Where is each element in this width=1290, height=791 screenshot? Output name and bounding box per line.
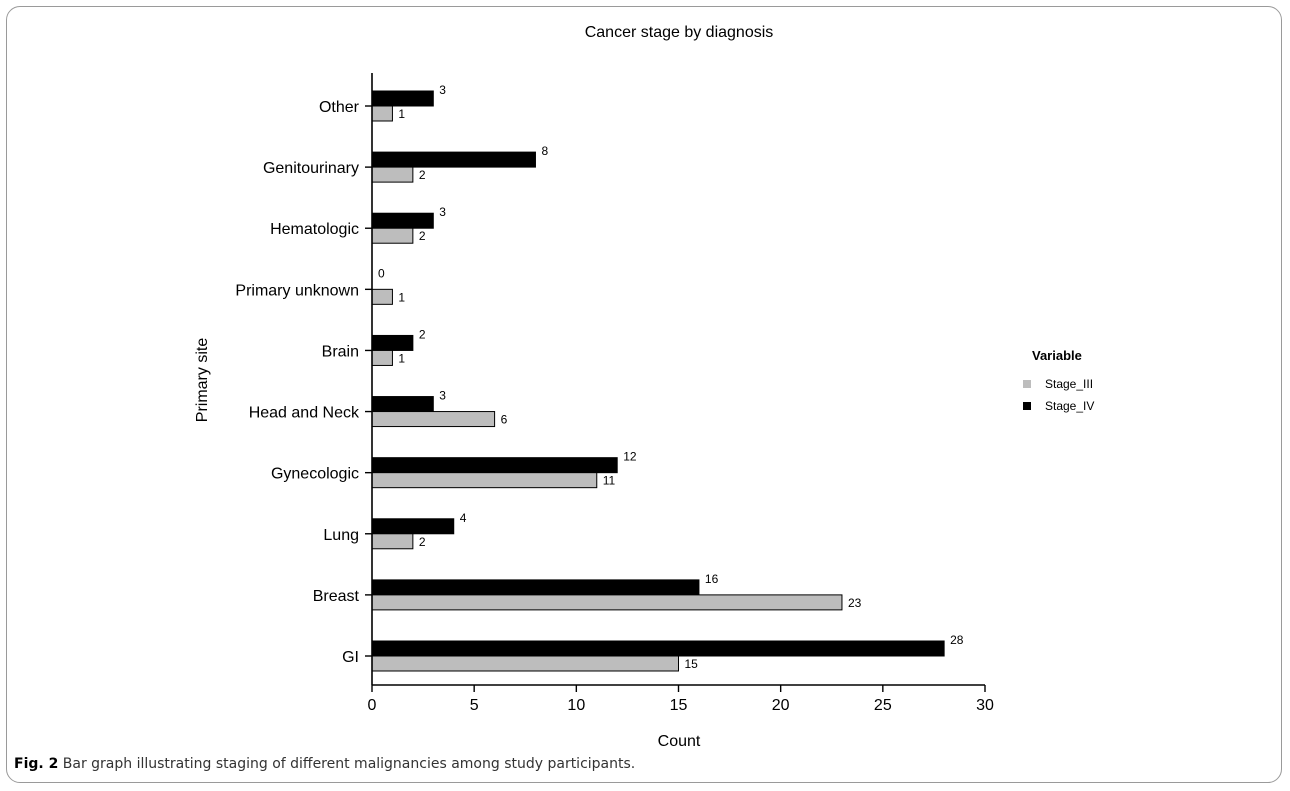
bar-stage-iv-gynecologic [371,457,618,474]
x-axis-label: Count [658,733,701,750]
data-label-stage-iii-primary-unknown: 1 [398,290,405,304]
data-label-stage-iv-gynecologic: 12 [623,450,637,464]
data-label-stage-iv-primary-unknown: 0 [378,266,385,280]
y-tick-label-head-and-neck: Head and Neck [249,405,360,422]
y-tick-label-hematologic: Hematologic [270,221,359,238]
data-label-stage-iii-lung: 2 [419,535,426,549]
legend-swatch-stage-iii [1023,380,1031,388]
data-label-stage-iv-brain: 2 [419,327,426,341]
x-tick-label-20: 20 [772,697,790,714]
data-label-stage-iv-gi: 28 [950,633,964,647]
bar-stage-iv-head-and-neck [371,396,434,413]
x-tick-label-30: 30 [976,697,994,714]
bar-stage-iv-genitourinary [371,151,536,168]
x-tick-label-10: 10 [567,697,585,714]
y-tick-label-breast: Breast [313,588,360,605]
y-tick-label-genitourinary: Genitourinary [263,160,359,177]
y-tick-label-brain: Brain [322,343,359,360]
bar-stage-iii-gynecologic [371,472,598,489]
legend-title: Variable [1032,348,1082,363]
data-label-stage-iv-lung: 4 [460,511,467,525]
bar-stage-iv-gi [371,640,945,657]
bar-stage-iv-other [371,90,434,107]
x-tick-label-0: 0 [368,697,377,714]
bar-stage-iv-hematologic [371,212,434,229]
bar-stage-iv-breast [371,579,700,596]
bar-stage-iii-lung [371,533,414,550]
bar-stage-iv-lung [371,518,455,535]
y-tick-label-primary-unknown: Primary unknown [235,282,359,299]
data-label-stage-iv-other: 3 [439,83,446,97]
data-label-stage-iv-head-and-neck: 3 [439,389,446,403]
data-label-stage-iv-hematologic: 3 [439,205,446,219]
data-label-stage-iii-gynecologic: 11 [603,474,616,488]
bar-stage-iii-primary-unknown [371,288,393,305]
data-label-stage-iii-hematologic: 2 [419,229,426,243]
y-tick-label-gi: GI [342,649,359,666]
x-tick-label-5: 5 [470,697,479,714]
figure-caption: Fig. 2 Bar graph illustrating staging of… [14,756,635,772]
bar-stage-iii-breast [371,594,843,611]
data-label-stage-iii-brain: 1 [398,351,405,365]
data-label-stage-iii-other: 1 [398,107,405,121]
bar-stage-iii-genitourinary [371,166,414,183]
y-axis-label: Primary site [194,338,211,423]
caption-text: Bar graph illustrating staging of differ… [58,756,636,772]
data-label-stage-iv-genitourinary: 8 [541,144,548,158]
y-tick-label-lung: Lung [323,527,359,544]
data-label-stage-iii-breast: 23 [848,596,862,610]
bar-stage-iii-hematologic [371,227,414,244]
x-tick-label-25: 25 [874,697,892,714]
chart-title: Cancer stage by diagnosis [585,24,774,41]
data-label-stage-iv-breast: 16 [705,572,719,586]
data-label-stage-iii-head-and-neck: 6 [501,413,508,427]
bar-stage-iv-brain [371,334,414,351]
y-tick-label-gynecologic: Gynecologic [271,466,359,483]
data-label-stage-iii-gi: 15 [685,657,699,671]
legend: Variable Stage_III Stage_IV [1023,348,1094,413]
legend-swatch-stage-iv [1023,402,1031,410]
caption-lead: Fig. 2 [14,756,59,772]
legend-label-stage-iii: Stage_III [1045,377,1093,391]
x-tick-label-15: 15 [670,697,688,714]
bar-stage-iii-other [371,105,393,122]
y-tick-label-other: Other [319,99,360,116]
data-label-stage-iii-genitourinary: 2 [419,168,426,182]
bar-stage-iii-gi [371,655,679,672]
plot-area: Other31Genitourinary82Hematologic32Prima… [235,83,994,714]
bar-stage-iii-brain [371,349,393,366]
legend-label-stage-iv: Stage_IV [1045,399,1094,413]
bar-stage-iii-head-and-neck [371,411,496,428]
